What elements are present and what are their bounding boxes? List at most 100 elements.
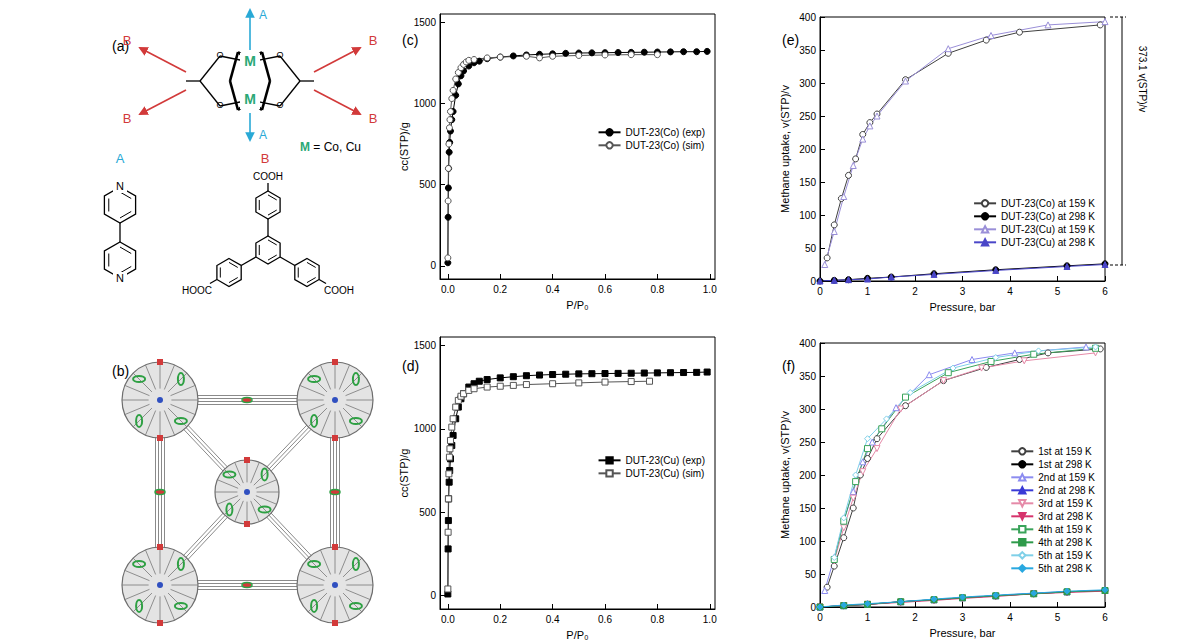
- svg-text:0: 0: [810, 276, 816, 287]
- svg-text:1: 1: [865, 612, 871, 623]
- svg-text:P/P₀: P/P₀: [566, 299, 588, 311]
- svg-text:150: 150: [799, 503, 816, 514]
- svg-text:0: 0: [817, 286, 823, 297]
- svg-text:250: 250: [799, 111, 816, 122]
- svg-text:DUT-23(Co) (exp): DUT-23(Co) (exp): [626, 127, 705, 138]
- svg-text:0.6: 0.6: [598, 614, 612, 625]
- svg-text:300: 300: [799, 78, 816, 89]
- svg-text:O: O: [276, 100, 283, 110]
- svg-text:400: 400: [799, 12, 816, 23]
- svg-text:(c): (c): [402, 32, 418, 48]
- svg-text:Methane uptake, v(STP)/v: Methane uptake, v(STP)/v: [779, 411, 791, 539]
- svg-text:(f): (f): [782, 358, 795, 374]
- svg-text:B: B: [369, 111, 378, 126]
- svg-text:50: 50: [805, 569, 817, 580]
- svg-text:2nd at 298 K: 2nd at 298 K: [1038, 485, 1095, 496]
- svg-text:0: 0: [430, 260, 436, 271]
- svg-text:350: 350: [799, 371, 816, 382]
- svg-text:cc(STP)/g: cc(STP)/g: [398, 122, 410, 171]
- svg-text:0.6: 0.6: [598, 284, 612, 295]
- svg-text:DUT-23(Co) at 298 K: DUT-23(Co) at 298 K: [1001, 211, 1095, 222]
- svg-text:COOH: COOH: [324, 285, 354, 296]
- svg-text:B: B: [123, 33, 132, 48]
- svg-text:DUT-23(Cu) at 298 K: DUT-23(Cu) at 298 K: [1001, 237, 1095, 248]
- svg-text:DUT-23(Cu) at 159 K: DUT-23(Cu) at 159 K: [1001, 224, 1095, 235]
- svg-text:4th at 159 K: 4th at 159 K: [1038, 524, 1092, 535]
- svg-text:B: B: [369, 33, 378, 48]
- svg-text:cc(STP)/g: cc(STP)/g: [398, 449, 410, 498]
- svg-text:250: 250: [799, 437, 816, 448]
- svg-text:M: M: [244, 91, 256, 107]
- svg-text:500: 500: [419, 179, 436, 190]
- svg-text:(b): (b): [112, 363, 129, 379]
- svg-text:1.0: 1.0: [703, 284, 717, 295]
- svg-text:4: 4: [1007, 286, 1013, 297]
- svg-text:150: 150: [799, 177, 816, 188]
- svg-text:350: 350: [799, 45, 816, 56]
- svg-text:DUT-23(Co) at 159 K: DUT-23(Co) at 159 K: [1001, 198, 1095, 209]
- svg-text:N: N: [116, 272, 124, 284]
- svg-text:400: 400: [799, 338, 816, 349]
- svg-text:O: O: [216, 100, 223, 110]
- svg-text:A: A: [259, 128, 267, 142]
- svg-text:1500: 1500: [414, 340, 437, 351]
- svg-text:DUT-23(Cu) (sim): DUT-23(Cu) (sim): [626, 468, 705, 479]
- svg-text:5: 5: [1055, 612, 1061, 623]
- svg-text:3rd at 159 K: 3rd at 159 K: [1038, 498, 1093, 509]
- svg-text:2: 2: [912, 612, 918, 623]
- svg-text:M = Co, Cu: M = Co, Cu: [300, 140, 361, 154]
- svg-text:O: O: [276, 50, 283, 60]
- svg-text:100: 100: [799, 210, 816, 221]
- svg-text:50: 50: [805, 243, 817, 254]
- svg-text:4th at 298 K: 4th at 298 K: [1038, 537, 1092, 548]
- svg-text:4: 4: [1007, 612, 1013, 623]
- svg-text:1000: 1000: [414, 98, 437, 109]
- svg-text:COOH: COOH: [253, 171, 283, 182]
- svg-text:300: 300: [799, 404, 816, 415]
- svg-text:6: 6: [1102, 612, 1108, 623]
- svg-text:1000: 1000: [414, 423, 437, 434]
- svg-text:0.4: 0.4: [546, 614, 560, 625]
- svg-text:0.2: 0.2: [493, 614, 507, 625]
- svg-text:5: 5: [1055, 286, 1061, 297]
- svg-text:DUT-23(Co) (sim): DUT-23(Co) (sim): [626, 140, 705, 151]
- svg-text:N: N: [116, 180, 124, 192]
- svg-text:Pressure, bar: Pressure, bar: [929, 301, 995, 313]
- svg-text:Pressure, bar: Pressure, bar: [929, 627, 995, 639]
- svg-text:1.0: 1.0: [703, 614, 717, 625]
- svg-text:(e): (e): [782, 32, 799, 48]
- svg-text:3: 3: [960, 612, 966, 623]
- svg-text:1: 1: [865, 286, 871, 297]
- svg-text:3: 3: [960, 286, 966, 297]
- svg-text:2: 2: [912, 286, 918, 297]
- svg-text:0.8: 0.8: [650, 614, 664, 625]
- svg-text:M: M: [244, 53, 256, 69]
- svg-text:A: A: [116, 151, 125, 166]
- svg-text:A: A: [259, 8, 267, 22]
- svg-text:0.4: 0.4: [546, 284, 560, 295]
- svg-text:1st at 159 K: 1st at 159 K: [1038, 446, 1092, 457]
- svg-text:(d): (d): [402, 358, 419, 374]
- svg-text:200: 200: [799, 470, 816, 481]
- svg-text:B: B: [261, 151, 270, 166]
- svg-text:200: 200: [799, 144, 816, 155]
- svg-text:1500: 1500: [414, 17, 437, 28]
- svg-text:O: O: [216, 50, 223, 60]
- svg-text:0.2: 0.2: [493, 284, 507, 295]
- svg-text:0: 0: [817, 612, 823, 623]
- svg-text:HOOC: HOOC: [182, 285, 212, 296]
- svg-text:P/P₀: P/P₀: [566, 629, 588, 641]
- svg-text:0: 0: [430, 590, 436, 601]
- svg-text:B: B: [123, 111, 132, 126]
- svg-text:2nd at 159 K: 2nd at 159 K: [1038, 472, 1095, 483]
- svg-text:373.1 v(STP)/v: 373.1 v(STP)/v: [1137, 46, 1148, 113]
- svg-text:1st at 298 K: 1st at 298 K: [1038, 459, 1092, 470]
- svg-text:6: 6: [1102, 286, 1108, 297]
- svg-text:5th at 298 K: 5th at 298 K: [1038, 563, 1092, 574]
- svg-text:Methane uptake, v(STP)/v: Methane uptake, v(STP)/v: [779, 85, 791, 213]
- svg-text:0.0: 0.0: [441, 284, 455, 295]
- svg-text:0.0: 0.0: [441, 614, 455, 625]
- svg-text:0: 0: [810, 602, 816, 613]
- svg-text:5th at 159 K: 5th at 159 K: [1038, 550, 1092, 561]
- svg-text:500: 500: [419, 507, 436, 518]
